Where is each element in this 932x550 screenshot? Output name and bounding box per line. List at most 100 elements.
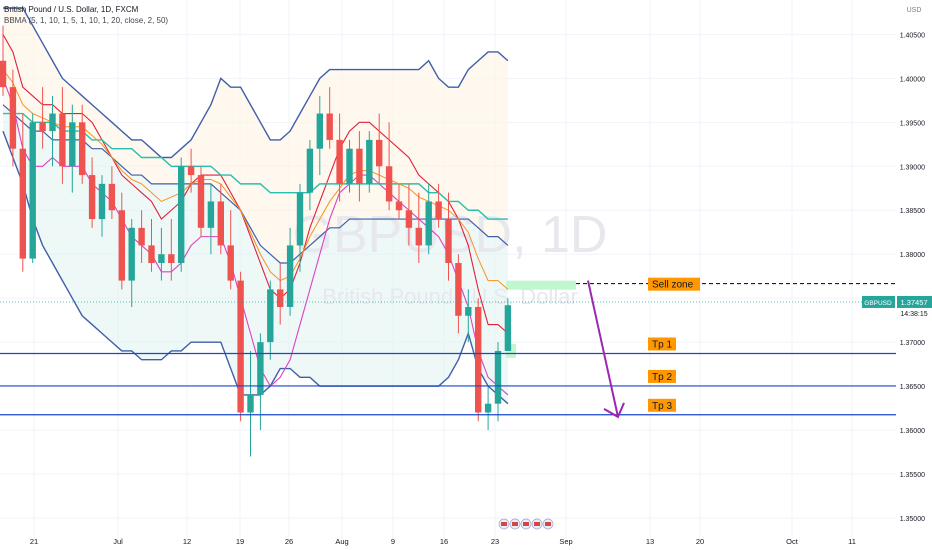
price-tick-label: 1.36000	[900, 428, 925, 435]
candle-body	[475, 306, 482, 413]
time-tick-label: 13	[646, 537, 654, 546]
series-line-5	[3, 112, 508, 220]
level-label-bg	[648, 337, 676, 351]
price-tick-label: 1.39000	[900, 164, 925, 171]
candle-body	[455, 263, 462, 316]
candle	[0, 25, 7, 96]
level-label: Tp 3	[648, 398, 676, 412]
candle	[59, 87, 66, 184]
arrow-shaft	[587, 280, 619, 418]
candle	[267, 280, 274, 360]
candle	[39, 87, 46, 149]
level-label-text: Tp 1	[652, 339, 672, 350]
series-line-ma10	[2, 69, 509, 290]
time-tick-label: 19	[236, 537, 244, 546]
candle	[296, 183, 304, 272]
candle-body	[207, 201, 215, 228]
candle-body	[296, 192, 304, 246]
candle-body	[88, 175, 96, 220]
candle	[435, 183, 442, 228]
candle-body	[316, 113, 323, 149]
band-fill	[3, 8, 508, 404]
candle	[138, 210, 145, 264]
time-tick-label: Oct	[786, 537, 799, 546]
candle	[277, 263, 284, 325]
level-label-text: Sell zone	[652, 280, 694, 291]
candle-body	[445, 219, 452, 264]
events-icons[interactable]	[498, 518, 554, 530]
time-axis[interactable]: 21 Jul 12 19 26 Aug 9 16 23 Sep 13 20 Oct 11	[30, 537, 856, 546]
candle	[148, 219, 155, 272]
event-flag-icon-stripe	[512, 522, 518, 526]
candle-body	[405, 210, 413, 228]
candle	[217, 183, 224, 255]
legend-title: British Pound / U.S. Dollar, 1D, FXCM	[4, 5, 139, 14]
event-flag-icon-stripe	[501, 522, 507, 526]
candle-body	[336, 139, 343, 184]
candle-body	[39, 122, 46, 132]
legend-indicator: BBMA (5, 1, 10, 1, 5, 1, 10, 1, 20, clos…	[4, 16, 169, 25]
candle	[207, 183, 215, 255]
candle	[445, 192, 452, 281]
candle	[395, 183, 403, 220]
candle-body	[79, 122, 86, 176]
candle	[29, 113, 36, 264]
lower-band-fill	[3, 104, 508, 404]
candle-body	[366, 139, 373, 184]
candle-body	[128, 227, 135, 281]
current-price-tag	[897, 295, 932, 308]
candle	[158, 227, 165, 281]
level-label: Sell zone	[648, 277, 700, 291]
candle-body	[415, 227, 422, 246]
price-tick-label: 1.40500	[900, 32, 925, 39]
candle	[168, 219, 175, 281]
time-tick-label: 20	[696, 537, 704, 546]
candle	[286, 227, 294, 316]
candle-body	[197, 175, 205, 228]
sell-zone-rect	[506, 280, 576, 290]
candle	[9, 69, 17, 167]
price-tick-label: 1.40000	[900, 76, 925, 83]
candle	[227, 210, 234, 290]
candle-body	[19, 148, 26, 259]
candle	[19, 113, 26, 272]
candle	[49, 95, 56, 167]
candle	[108, 166, 116, 220]
symbol-tag	[862, 295, 895, 308]
candle	[425, 183, 432, 255]
candle	[247, 350, 254, 457]
candle	[465, 289, 472, 343]
candle	[336, 113, 343, 202]
candle	[237, 271, 244, 422]
candle-body	[465, 306, 472, 316]
candle	[494, 342, 502, 422]
candle-body	[306, 148, 314, 193]
candle-body	[247, 394, 254, 413]
candle-body	[267, 289, 274, 343]
candle-body	[118, 210, 125, 281]
level-label: Tp 2	[648, 369, 676, 383]
event-flag-icon-stripe	[523, 522, 529, 526]
candle-body	[326, 113, 333, 140]
candle-body	[237, 280, 244, 413]
candle-body	[227, 245, 234, 281]
price-tick-label: 1.38500	[900, 208, 925, 215]
price-tick-label: 1.37000	[900, 340, 925, 347]
candle-body	[484, 403, 492, 413]
time-tick-label: 11	[848, 537, 856, 546]
candle-body	[346, 148, 353, 184]
candle-body	[356, 148, 363, 184]
series-line-0	[3, 7, 509, 159]
candle-body	[168, 254, 175, 264]
candle	[306, 139, 314, 211]
currency-label: USD	[907, 7, 922, 14]
level-label-text: Tp 3	[652, 401, 672, 412]
forecast-arrow[interactable]	[587, 280, 625, 419]
event-flag-icon-stripe	[545, 522, 551, 526]
candle	[187, 148, 195, 193]
candle	[356, 131, 363, 202]
time-tick-label: Aug	[335, 537, 348, 546]
current-price-text: 1.37457	[900, 298, 927, 307]
